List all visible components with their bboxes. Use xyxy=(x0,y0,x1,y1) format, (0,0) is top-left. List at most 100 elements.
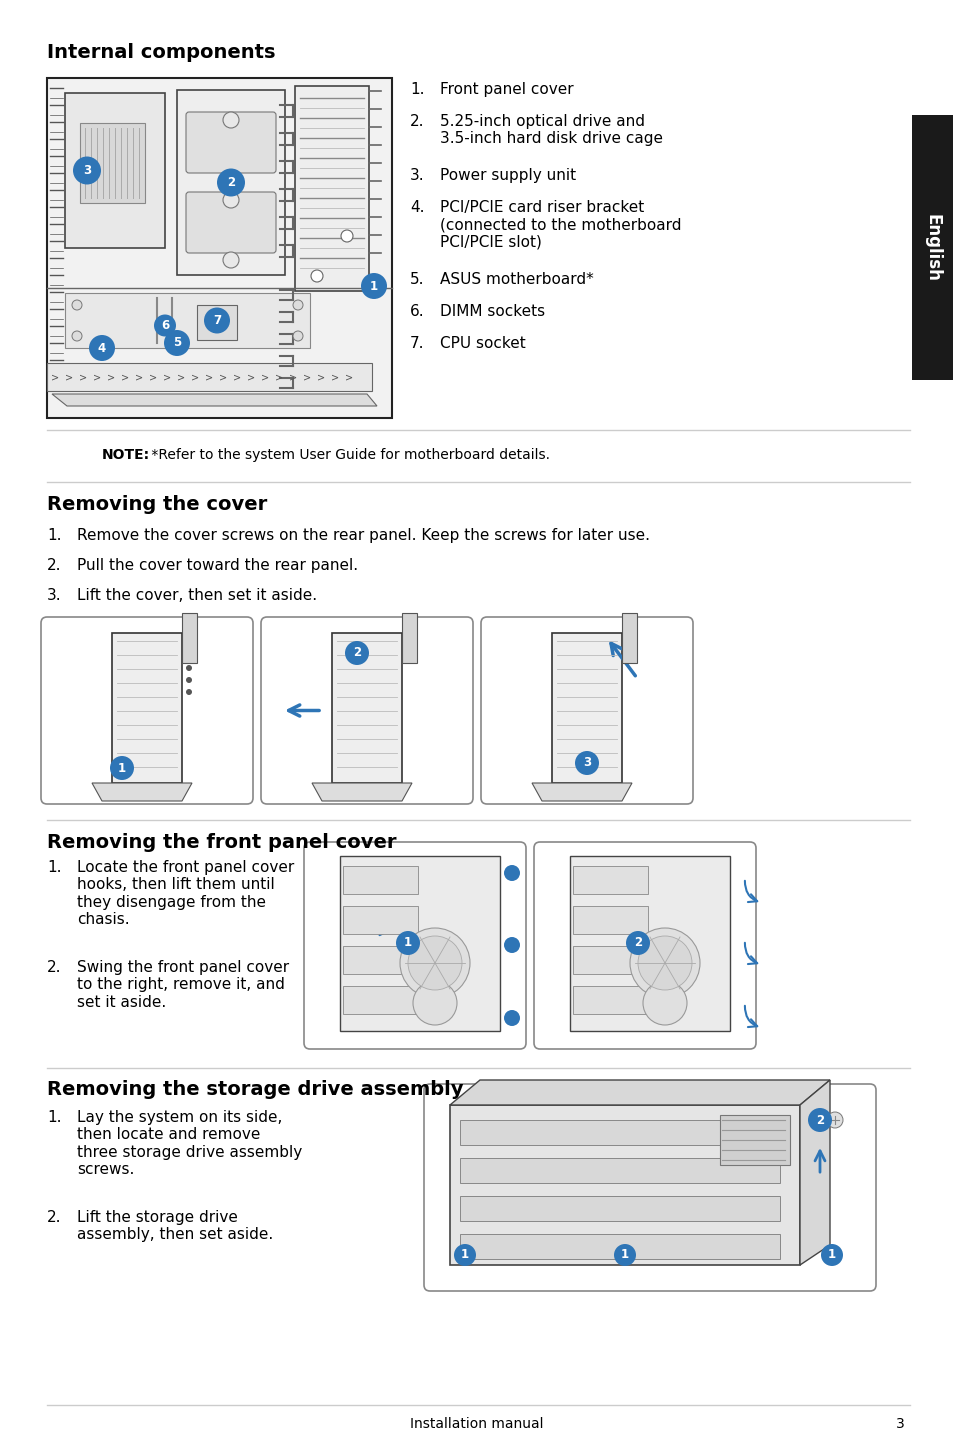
Text: >: > xyxy=(218,372,227,383)
Text: 1.: 1. xyxy=(47,528,61,544)
Text: >: > xyxy=(316,372,325,383)
Text: 3.: 3. xyxy=(47,588,62,603)
Text: >: > xyxy=(163,372,171,383)
Bar xyxy=(459,1120,780,1145)
Text: Installation manual: Installation manual xyxy=(410,1416,543,1431)
Text: >: > xyxy=(331,372,338,383)
Circle shape xyxy=(408,936,461,989)
Text: 4: 4 xyxy=(98,341,106,355)
FancyBboxPatch shape xyxy=(41,617,253,804)
FancyBboxPatch shape xyxy=(304,843,525,1048)
Circle shape xyxy=(164,329,190,357)
Text: >: > xyxy=(289,372,296,383)
Text: 3: 3 xyxy=(83,164,91,177)
Text: >: > xyxy=(261,372,269,383)
Bar xyxy=(332,633,401,784)
FancyBboxPatch shape xyxy=(480,617,692,804)
Bar xyxy=(459,1196,780,1221)
Bar xyxy=(65,293,310,348)
Bar xyxy=(80,124,145,203)
Text: *Refer to the system User Guide for motherboard details.: *Refer to the system User Guide for moth… xyxy=(147,449,550,462)
Text: Removing the storage drive assembly: Removing the storage drive assembly xyxy=(47,1080,463,1099)
Text: 3: 3 xyxy=(895,1416,904,1431)
Bar xyxy=(573,906,647,935)
Circle shape xyxy=(186,664,192,672)
Text: DIMM sockets: DIMM sockets xyxy=(439,303,544,319)
Circle shape xyxy=(89,335,115,361)
Text: Power supply unit: Power supply unit xyxy=(439,168,576,183)
Circle shape xyxy=(71,331,82,341)
Text: >: > xyxy=(303,372,311,383)
Text: CPU socket: CPU socket xyxy=(439,336,525,351)
Bar xyxy=(573,986,647,1014)
Text: Remove the cover screws on the rear panel. Keep the screws for later use.: Remove the cover screws on the rear pane… xyxy=(77,528,649,544)
Text: Pull the cover toward the rear panel.: Pull the cover toward the rear panel. xyxy=(77,558,357,572)
Text: 5.: 5. xyxy=(410,272,424,288)
Polygon shape xyxy=(312,784,412,801)
Circle shape xyxy=(204,308,230,334)
Text: 2.: 2. xyxy=(410,114,424,129)
Circle shape xyxy=(223,173,239,188)
Circle shape xyxy=(311,270,323,282)
Text: 1.: 1. xyxy=(410,82,424,96)
Text: 1: 1 xyxy=(460,1248,469,1261)
Circle shape xyxy=(575,751,598,775)
Bar xyxy=(294,86,369,290)
Text: Internal components: Internal components xyxy=(47,43,275,62)
Bar xyxy=(343,866,417,894)
Bar xyxy=(459,1234,780,1260)
Text: >: > xyxy=(345,372,353,383)
Text: >: > xyxy=(274,372,283,383)
Text: >: > xyxy=(51,372,59,383)
Text: Removing the front panel cover: Removing the front panel cover xyxy=(47,833,396,851)
Text: 2: 2 xyxy=(227,175,234,188)
Text: Front panel cover: Front panel cover xyxy=(439,82,573,96)
Text: Lift the cover, then set it aside.: Lift the cover, then set it aside. xyxy=(77,588,316,603)
Text: 1.: 1. xyxy=(47,1110,61,1125)
Bar xyxy=(911,115,953,380)
Circle shape xyxy=(503,1009,519,1025)
Text: 1: 1 xyxy=(403,936,412,949)
Circle shape xyxy=(454,1244,476,1265)
Text: 1: 1 xyxy=(370,279,377,292)
Bar xyxy=(450,1104,800,1265)
Text: Removing the cover: Removing the cover xyxy=(47,495,267,513)
Text: 7.: 7. xyxy=(410,336,424,351)
Text: 3.: 3. xyxy=(410,168,424,183)
Text: 2.: 2. xyxy=(47,558,61,572)
Text: Lay the system on its side,
then locate and remove
three storage drive assembly
: Lay the system on its side, then locate … xyxy=(77,1110,302,1178)
Text: 5.25-inch optical drive and
3.5-inch hard disk drive cage: 5.25-inch optical drive and 3.5-inch har… xyxy=(439,114,662,147)
Text: 2: 2 xyxy=(634,936,641,949)
Circle shape xyxy=(223,252,239,267)
Circle shape xyxy=(399,928,470,998)
FancyBboxPatch shape xyxy=(186,193,275,253)
Bar xyxy=(720,1114,789,1165)
Text: Lift the storage drive
assembly, then set aside.: Lift the storage drive assembly, then se… xyxy=(77,1209,273,1242)
Bar xyxy=(569,856,729,1031)
Text: 6.: 6. xyxy=(410,303,424,319)
Text: 1.: 1. xyxy=(47,860,61,874)
Text: >: > xyxy=(134,372,143,383)
Text: >: > xyxy=(191,372,199,383)
Text: >: > xyxy=(176,372,185,383)
Bar xyxy=(112,633,182,784)
Text: 1: 1 xyxy=(118,762,126,775)
Text: >: > xyxy=(247,372,254,383)
Text: 2: 2 xyxy=(815,1113,823,1126)
Bar xyxy=(552,633,621,784)
Polygon shape xyxy=(52,394,376,406)
Circle shape xyxy=(293,301,303,311)
FancyBboxPatch shape xyxy=(534,843,755,1048)
Polygon shape xyxy=(800,1080,829,1265)
Text: >: > xyxy=(79,372,87,383)
Text: Swing the front panel cover
to the right, remove it, and
set it aside.: Swing the front panel cover to the right… xyxy=(77,961,289,1009)
Circle shape xyxy=(110,756,133,779)
Text: PCI/PCIE card riser bracket
(connected to the motherboard
PCI/PCIE slot): PCI/PCIE card riser bracket (connected t… xyxy=(439,200,680,250)
Text: 4.: 4. xyxy=(410,200,424,216)
Bar xyxy=(459,1158,780,1183)
Circle shape xyxy=(503,938,519,953)
Bar xyxy=(47,78,392,418)
Bar xyxy=(343,946,417,974)
Text: >: > xyxy=(121,372,129,383)
Bar xyxy=(401,613,416,663)
